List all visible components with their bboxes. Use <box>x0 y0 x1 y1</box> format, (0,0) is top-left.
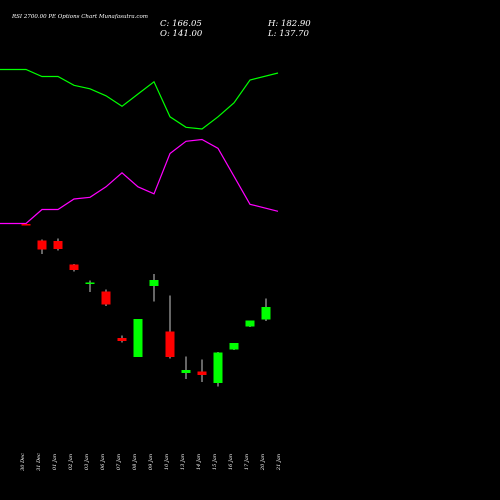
x-tick-label: 13 Jan <box>180 454 186 470</box>
candle-body <box>53 241 63 249</box>
candle-body <box>21 224 31 226</box>
candle <box>85 280 95 292</box>
candle <box>213 352 223 387</box>
candle <box>117 335 127 343</box>
x-tick-label: 15 Jan <box>212 454 218 470</box>
candle <box>21 224 31 226</box>
upper-line-layer <box>0 68 279 130</box>
candle-body <box>149 280 159 286</box>
candle-body <box>133 319 143 357</box>
low-value: L: 137.70 <box>267 29 310 39</box>
x-tick-label: 10 Jan <box>164 454 170 470</box>
candle <box>101 289 111 306</box>
close-value: C: 166.05 <box>160 19 202 29</box>
x-tick-label: 14 Jan <box>196 454 202 470</box>
x-tick-label: 08 Jan <box>132 454 138 470</box>
x-tick-label: 03 Jan <box>84 454 90 470</box>
candle-body <box>197 371 207 375</box>
candle <box>133 319 143 357</box>
candle-body <box>213 352 223 383</box>
candle <box>245 320 255 327</box>
upper-line <box>0 68 279 130</box>
x-tick-label: 20 Jan <box>260 454 266 471</box>
candle <box>69 264 79 272</box>
x-tick-label: 06 Jan <box>100 454 106 470</box>
high-value: H: 182.90 <box>267 19 311 29</box>
x-axis-ticks: 30 Dec 31 Dec 01 Jan 02 Jan 03 Jan 06 Jan 07 J… <box>20 453 282 471</box>
candle <box>261 298 271 321</box>
candle-body <box>245 320 255 327</box>
x-tick-label: 09 Jan <box>148 454 154 470</box>
candle <box>181 356 191 379</box>
candle-body <box>229 343 239 350</box>
x-tick-label: 17 Jan <box>244 454 250 470</box>
candle-layer <box>21 224 271 387</box>
candle <box>229 343 239 350</box>
x-tick-label: 30 Dec <box>20 453 26 471</box>
candle-body <box>261 307 271 320</box>
candle-body <box>69 264 79 270</box>
candle-body <box>85 282 95 284</box>
candle-body <box>181 370 191 373</box>
x-tick-label: 02 Jan <box>68 454 74 470</box>
x-tick-label: 07 Jan <box>116 454 122 470</box>
candle <box>165 295 175 359</box>
x-tick-label: 31 Dec <box>36 453 42 471</box>
candle-body <box>37 240 47 250</box>
candle <box>197 359 207 382</box>
chart-title: RSI 2700.00 PE Options Chart Munafasutra… <box>11 14 148 20</box>
candle <box>149 274 159 302</box>
x-tick-label: 16 Jan <box>228 454 234 470</box>
candle <box>53 238 63 251</box>
candle-body <box>165 331 175 357</box>
open-value: O: 141.00 <box>160 29 203 39</box>
candle-body <box>101 291 111 305</box>
lower-line <box>0 138 279 225</box>
lower-line-layer <box>0 138 279 225</box>
x-tick-label: 21 Jan <box>276 454 282 471</box>
candle-body <box>117 338 127 341</box>
x-tick-label: 01 Jan <box>52 454 58 470</box>
candle <box>37 239 47 254</box>
